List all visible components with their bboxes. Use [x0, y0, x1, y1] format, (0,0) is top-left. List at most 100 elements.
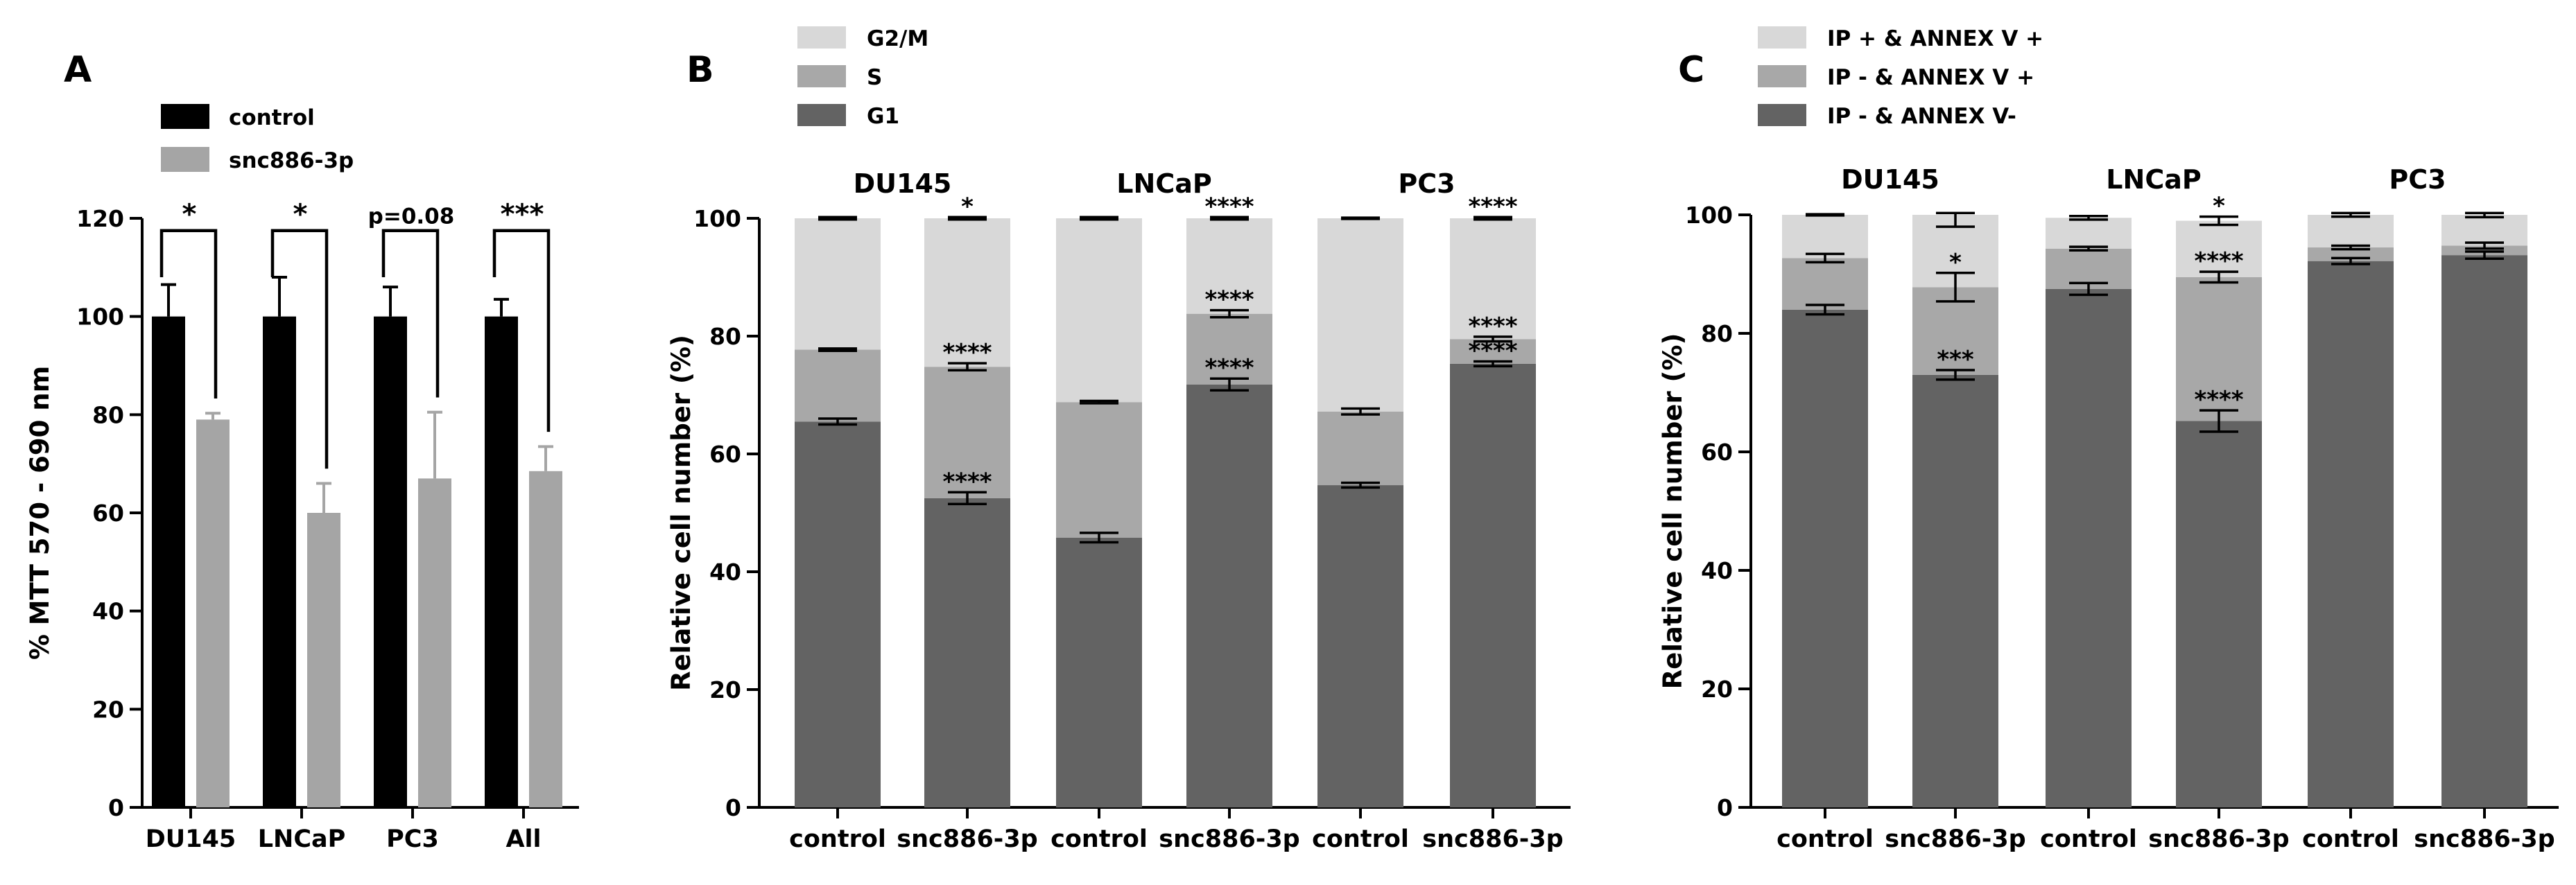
panel-c-bar-IP + & ANNEX V +-4 — [2308, 215, 2394, 248]
panel-c-bar-IP - & ANNEX V +-4 — [2308, 247, 2394, 261]
panel-c-bar-IP - & ANNEX V--5 — [2441, 255, 2527, 807]
panel-c-x-tick-label: snc886-3p — [2148, 825, 2290, 853]
panel-b-bar-S-5 — [1450, 339, 1536, 364]
panel-b-legend-label-0: G2/M — [867, 26, 928, 51]
panel-a-bar-control-DU145 — [152, 316, 185, 808]
panel-c-bar-IP - & ANNEX V--4 — [2308, 261, 2394, 807]
panel-b-bar-G1-1 — [924, 498, 1010, 807]
panel-b-bar-G1-2 — [1056, 537, 1142, 807]
panel-b-bar-G2/M-1 — [924, 218, 1010, 367]
panel-b-legend-label-1: S — [867, 65, 882, 90]
panel-b-x-tick-label: snc886-3p — [1159, 825, 1300, 853]
panel-c-significance-label: *** — [1937, 346, 1974, 374]
panel-c-bar-IP + & ANNEX V +-5 — [2441, 215, 2527, 246]
panel-c-y-tick-label: 0 — [1717, 794, 1733, 821]
panel-c-y-tick-label: 40 — [1701, 557, 1733, 584]
panel-a-x-tick-label: LNCaP — [258, 825, 346, 853]
panel-a-bar-control-All — [485, 316, 518, 808]
panel-b-bar-G1-0 — [795, 421, 881, 807]
panel-b-group-title: LNCaP — [1116, 168, 1211, 199]
panel-a: A % MTT 570 - 690 nm 0 20 40 60 80 100 120 contro… — [25, 49, 579, 853]
panel-a-significance-bracket — [159, 229, 218, 398]
panel-b-group-title: PC3 — [1398, 168, 1455, 199]
panel-b-legend-swatch-1 — [797, 65, 846, 87]
panel-a-bar-control-LNCaP — [263, 316, 296, 808]
panel-c-bar-IP + & ANNEX V +-2 — [2046, 218, 2132, 249]
panel-c-bar-IP + & ANNEX V +-3 — [2176, 220, 2262, 277]
panel-c-legend-label-1: IP - & ANNEX V + — [1827, 65, 2034, 90]
panel-b-x-tick-label: control — [1051, 825, 1148, 853]
panel-c-x-tick-label: control — [2302, 825, 2399, 853]
panel-a-significance-label: * — [293, 199, 308, 231]
panel-c-legend-swatch-0 — [1758, 26, 1806, 49]
panel-b-bar-G1-3 — [1186, 384, 1272, 807]
panel-b-y-tick-label: 40 — [709, 559, 741, 586]
panel-a-legend-swatch-0 — [161, 104, 209, 129]
panel-c-y-tick-label: 80 — [1701, 320, 1733, 347]
panel-a-y-tick-label: 80 — [92, 401, 124, 428]
panel-c-bar-IP - & ANNEX V--2 — [2046, 288, 2132, 807]
panel-c: C Relative cell number (%) 0 20 40 60 80 100 IP … — [1658, 26, 2559, 853]
panel-b-significance-label: **** — [942, 339, 992, 367]
panel-b-bar-S-4 — [1317, 411, 1403, 486]
panel-b-bar-S-2 — [1056, 402, 1142, 538]
panel-a-significance-label: *** — [501, 199, 544, 231]
panel-c-bar-IP - & ANNEX V +-3 — [2176, 277, 2262, 421]
panel-a-significance-bracket — [381, 229, 440, 398]
panel-c-y-tick-label: 60 — [1701, 439, 1733, 466]
panel-a-significance-bracket — [270, 229, 329, 469]
panel-b-significance-label: **** — [1468, 313, 1517, 340]
panel-a-x-tick-label: PC3 — [386, 825, 439, 853]
panel-b-bar-G2/M-0 — [795, 218, 881, 350]
panel-a-bar-snc886-3p-PC3 — [418, 478, 451, 807]
panel-c-y-tick-label: 20 — [1701, 676, 1733, 703]
panel-b-x-tick-label: control — [1312, 825, 1409, 853]
panel-a-legend-label-1: snc886-3p — [229, 148, 354, 173]
panel-b-x-tick-label: snc886-3p — [1422, 825, 1564, 853]
panel-b-bar-G2/M-3 — [1186, 218, 1272, 314]
panel-b-significance-label: **** — [942, 468, 992, 496]
panel-b: B Relative cell number (%) 0 20 40 60 80 100 G2/… — [666, 26, 1571, 853]
panel-a-bar-snc886-3p-DU145 — [196, 419, 230, 807]
panel-c-legend-label-0: IP + & ANNEX V + — [1827, 26, 2043, 51]
panel-b-bar-G2/M-4 — [1317, 218, 1403, 412]
panel-c-x-tick-label: snc886-3p — [1885, 825, 2026, 853]
panel-a-legend-label-0: control — [229, 105, 315, 130]
panel-b-x-tick-label: control — [789, 825, 886, 853]
panel-c-x-tick-label: control — [1777, 825, 1874, 853]
panel-b-bar-G1-4 — [1317, 485, 1403, 807]
panel-b-y-axis-title: Relative cell number (%) — [666, 335, 696, 691]
panel-a-y-tick-label: 120 — [76, 205, 124, 232]
panel-b-bar-G2/M-2 — [1056, 218, 1142, 403]
panel-b-y-tick-label: 0 — [725, 794, 741, 821]
panel-c-bar-IP - & ANNEX V--0 — [1782, 309, 1868, 807]
panel-b-y-tick-label: 80 — [709, 323, 741, 350]
panel-b-bar-S-0 — [795, 349, 881, 422]
panel-b-y-tick-label: 20 — [709, 676, 741, 703]
panel-b-bar-G2/M-5 — [1450, 218, 1536, 340]
panel-c-bar-IP - & ANNEX V--1 — [1912, 374, 1998, 807]
panel-c-legend-label-2: IP - & ANNEX V- — [1827, 104, 2016, 129]
panel-c-bar-IP - & ANNEX V--3 — [2176, 421, 2262, 807]
panel-c-group-title: PC3 — [2389, 164, 2446, 195]
panel-b-y-tick-label: 60 — [709, 441, 741, 468]
panel-a-bar-snc886-3p-LNCaP — [307, 513, 340, 807]
panel-b-bar-G1-5 — [1450, 363, 1536, 807]
panel-c-y-axis-title: Relative cell number (%) — [1658, 333, 1688, 690]
panel-a-bar-control-PC3 — [374, 316, 407, 808]
panel-b-significance-label: **** — [1468, 193, 1517, 220]
panel-b-bar-S-3 — [1186, 313, 1272, 385]
panel-c-group-title: DU145 — [1841, 164, 1939, 195]
panel-a-x-tick-label: DU145 — [146, 825, 236, 853]
panel-c-bar-IP + & ANNEX V +-0 — [1782, 215, 1868, 259]
panel-b-y-tick-label: 100 — [693, 205, 741, 232]
panel-b-legend-swatch-0 — [797, 26, 846, 49]
panel-c-significance-label: * — [2213, 193, 2225, 220]
panel-b-significance-label: **** — [1204, 354, 1254, 382]
panel-c-significance-label: **** — [2194, 247, 2243, 275]
panel-c-legend-swatch-1 — [1758, 65, 1806, 87]
panel-c-y-tick-label: 100 — [1685, 202, 1733, 229]
panel-b-bar-S-1 — [924, 367, 1010, 498]
panel-c-x-tick-label: snc886-3p — [2414, 825, 2555, 853]
